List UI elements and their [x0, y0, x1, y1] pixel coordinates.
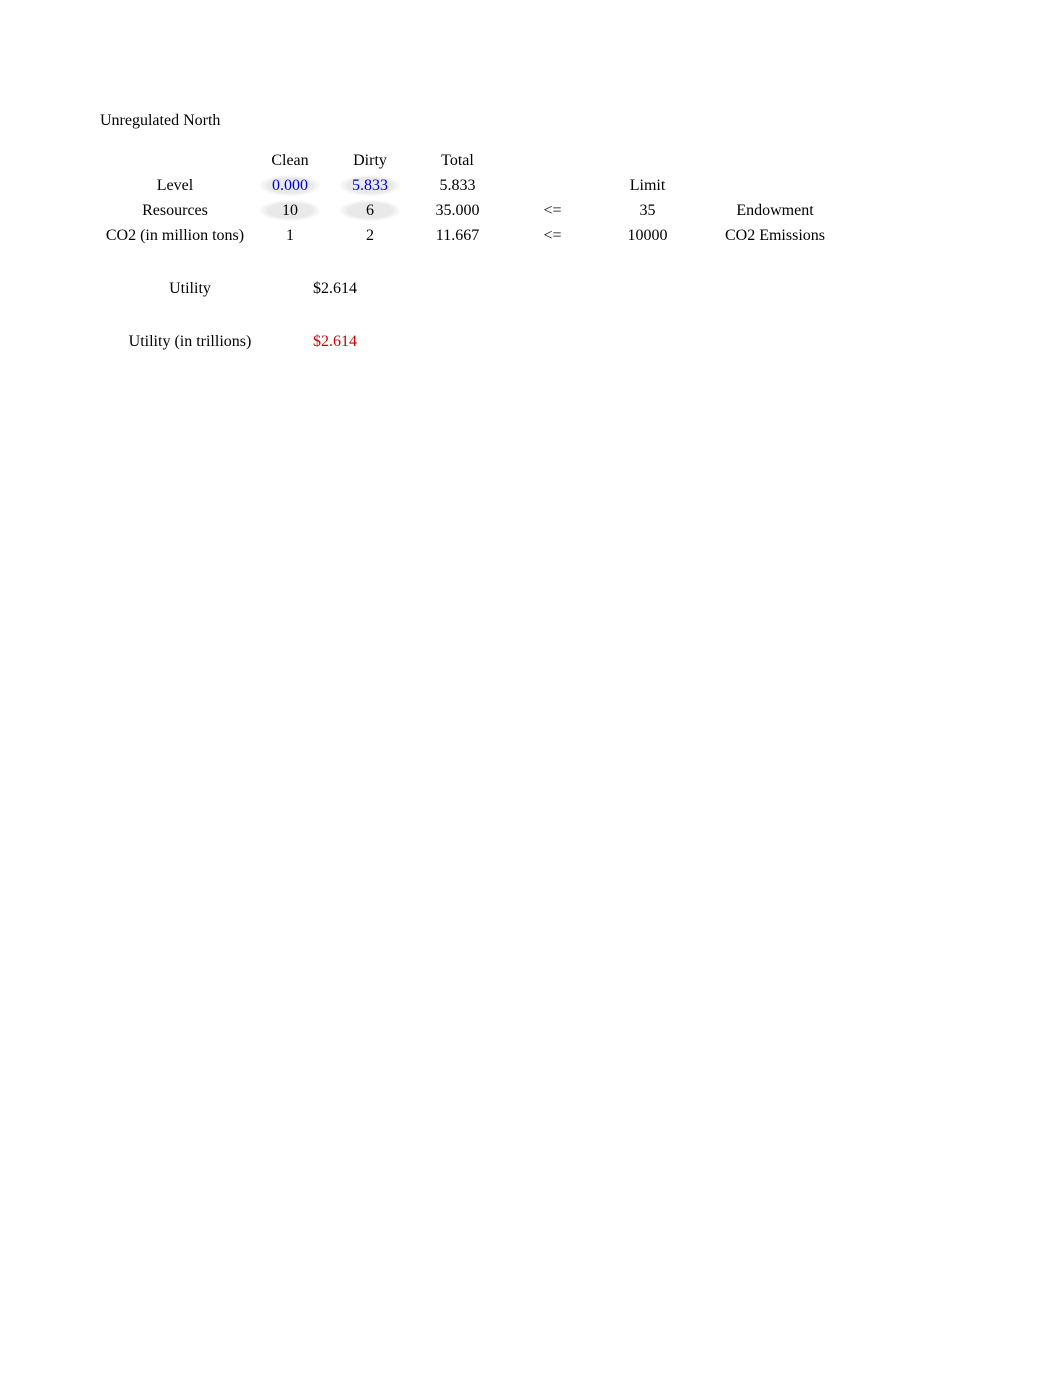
header-clean: Clean	[250, 148, 330, 173]
level-row: Level 0.000 5.833 5.833 Limit	[100, 173, 855, 198]
page: Unregulated North Clean Dirty Total Leve…	[0, 0, 1062, 354]
co2-op: <=	[505, 223, 600, 248]
header-total: Total	[410, 148, 505, 173]
resources-right: Endowment	[695, 198, 855, 223]
utility-trillions-value: $2.614	[280, 329, 390, 354]
header-row: Clean Dirty Total	[100, 148, 855, 173]
header-limit	[600, 148, 695, 173]
resources-dirty: 6	[330, 198, 410, 223]
co2-total: 11.667	[410, 223, 505, 248]
utility-value: $2.614	[280, 276, 390, 301]
co2-label: CO2 (in million tons)	[100, 223, 250, 248]
resources-total: 35.000	[410, 198, 505, 223]
resources-label: Resources	[100, 198, 250, 223]
limit-header: Limit	[600, 173, 695, 198]
co2-right: CO2 Emissions	[695, 223, 855, 248]
level-total: 5.833	[410, 173, 505, 198]
utility-table: Utility $2.614 Utility (in trillions) $2…	[100, 276, 390, 354]
co2-dirty: 2	[330, 223, 410, 248]
co2-limit: 10000	[600, 223, 695, 248]
co2-row: CO2 (in million tons) 1 2 11.667 <= 1000…	[100, 223, 855, 248]
data-table: Clean Dirty Total Level 0.000 5.833 5.83…	[100, 148, 855, 248]
utility-row: Utility $2.614	[100, 276, 390, 301]
header-blank	[100, 148, 250, 173]
resources-op: <=	[505, 198, 600, 223]
header-op	[505, 148, 600, 173]
header-dirty: Dirty	[330, 148, 410, 173]
resources-clean: 10	[250, 198, 330, 223]
utility-trillions-row: Utility (in trillions) $2.614	[100, 329, 390, 354]
header-right	[695, 148, 855, 173]
level-op	[505, 173, 600, 198]
co2-clean: 1	[250, 223, 330, 248]
utility-gap	[100, 301, 390, 329]
level-label: Level	[100, 173, 250, 198]
level-dirty: 5.833	[330, 173, 410, 198]
page-title: Unregulated North	[100, 112, 1062, 130]
resources-limit: 35	[600, 198, 695, 223]
utility-trillions-label: Utility (in trillions)	[100, 329, 280, 354]
resources-row: Resources 10 6 35.000 <= 35 Endowment	[100, 198, 855, 223]
utility-label: Utility	[100, 276, 280, 301]
level-right	[695, 173, 855, 198]
level-clean: 0.000	[250, 173, 330, 198]
